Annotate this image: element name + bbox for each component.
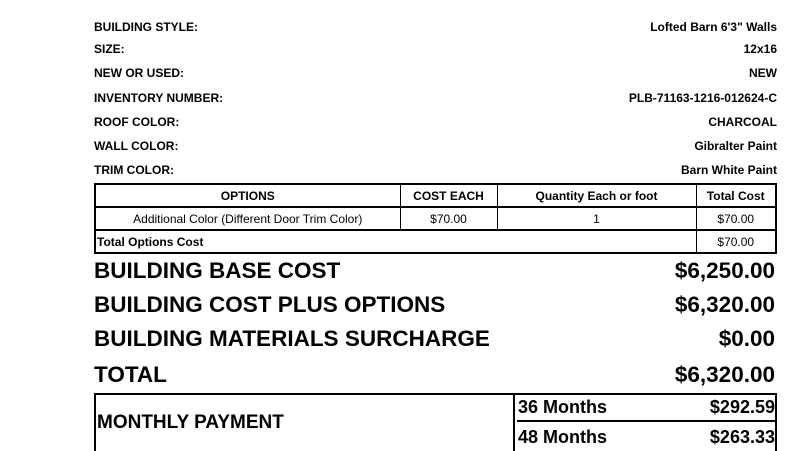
summary-cost-plus-options: BUILDING COST PLUS OPTIONS $6,320.00 bbox=[94, 289, 775, 321]
total-options-value: $70.00 bbox=[695, 229, 777, 254]
table-header-row: OPTIONS COST EACH Quantity Each or foot … bbox=[94, 183, 777, 208]
plan-amount: $263.33 bbox=[709, 427, 775, 447]
summary-materials-surcharge: BUILDING MATERIALS SURCHARGE $0.00 bbox=[94, 323, 775, 355]
option-name: Additional Color (Different Door Trim Co… bbox=[94, 206, 401, 231]
option-cost-each: $70.00 bbox=[399, 206, 498, 231]
header-cost-each: COST EACH bbox=[399, 183, 498, 208]
detail-inventory-number: INVENTORY NUMBER: PLB-71163-1216-012624-C bbox=[94, 88, 777, 108]
summary-label: BUILDING MATERIALS SURCHARGE bbox=[94, 326, 490, 351]
detail-value: Barn White Paint bbox=[680, 163, 777, 177]
summary-value: $6,320.00 bbox=[674, 362, 775, 387]
detail-label: BUILDING STYLE: bbox=[94, 20, 198, 34]
total-options-label: Total Options Cost bbox=[94, 229, 697, 254]
detail-value: Lofted Barn 6'3" Walls bbox=[650, 20, 777, 34]
summary-label: BUILDING BASE COST bbox=[94, 258, 341, 283]
detail-label: SIZE: bbox=[94, 42, 125, 56]
summary-base-cost: BUILDING BASE COST $6,250.00 bbox=[94, 255, 775, 287]
summary-label: TOTAL bbox=[94, 362, 167, 387]
table-total-row: Total Options Cost $70.00 bbox=[94, 229, 777, 254]
detail-value: 12x16 bbox=[743, 42, 777, 56]
plan-term: 48 Months bbox=[518, 427, 608, 447]
options-table: OPTIONS COST EACH Quantity Each or foot … bbox=[94, 183, 777, 254]
header-quantity: Quantity Each or foot bbox=[496, 183, 697, 208]
detail-value: PLB-71163-1216-012624-C bbox=[628, 91, 777, 105]
plan-amount: $292.59 bbox=[709, 397, 775, 417]
header-total-cost: Total Cost bbox=[695, 183, 777, 208]
summary-value: $6,320.00 bbox=[674, 292, 775, 317]
detail-label: TRIM COLOR: bbox=[94, 163, 174, 177]
detail-label: WALL COLOR: bbox=[94, 139, 179, 153]
detail-label: NEW OR USED: bbox=[94, 66, 184, 80]
summary-value: $6,250.00 bbox=[674, 258, 775, 283]
header-options: OPTIONS bbox=[94, 183, 401, 208]
payment-plan-48: 48 Months $263.33 bbox=[517, 424, 777, 451]
detail-roof-color: ROOF COLOR: CHARCOAL bbox=[94, 112, 777, 132]
detail-new-or-used: NEW OR USED: NEW bbox=[94, 63, 777, 83]
detail-label: INVENTORY NUMBER: bbox=[94, 91, 224, 105]
detail-building-style: BUILDING STYLE: Lofted Barn 6'3" Walls bbox=[94, 17, 777, 37]
summary-total: TOTAL $6,320.00 bbox=[94, 359, 775, 391]
option-total: $70.00 bbox=[695, 206, 777, 231]
table-row: Additional Color (Different Door Trim Co… bbox=[94, 206, 777, 231]
summary-label: BUILDING COST PLUS OPTIONS bbox=[94, 292, 446, 317]
detail-size: SIZE: 12x16 bbox=[94, 39, 777, 59]
monthly-payment-label: MONTHLY PAYMENT bbox=[96, 395, 515, 451]
detail-value: CHARCOAL bbox=[708, 115, 777, 129]
option-quantity: 1 bbox=[496, 206, 697, 231]
detail-trim-color: TRIM COLOR: Barn White Paint bbox=[94, 160, 777, 180]
detail-wall-color: WALL COLOR: Gibralter Paint bbox=[94, 136, 777, 156]
detail-label: ROOF COLOR: bbox=[94, 115, 180, 129]
detail-value: Gibralter Paint bbox=[694, 139, 777, 153]
payment-plan-36: 36 Months $292.59 bbox=[517, 395, 777, 422]
detail-value: NEW bbox=[749, 66, 777, 80]
summary-value: $0.00 bbox=[718, 326, 775, 351]
plan-term: 36 Months bbox=[518, 397, 608, 417]
monthly-payment-box: MONTHLY PAYMENT 36 Months $292.59 48 Mont… bbox=[94, 393, 777, 451]
